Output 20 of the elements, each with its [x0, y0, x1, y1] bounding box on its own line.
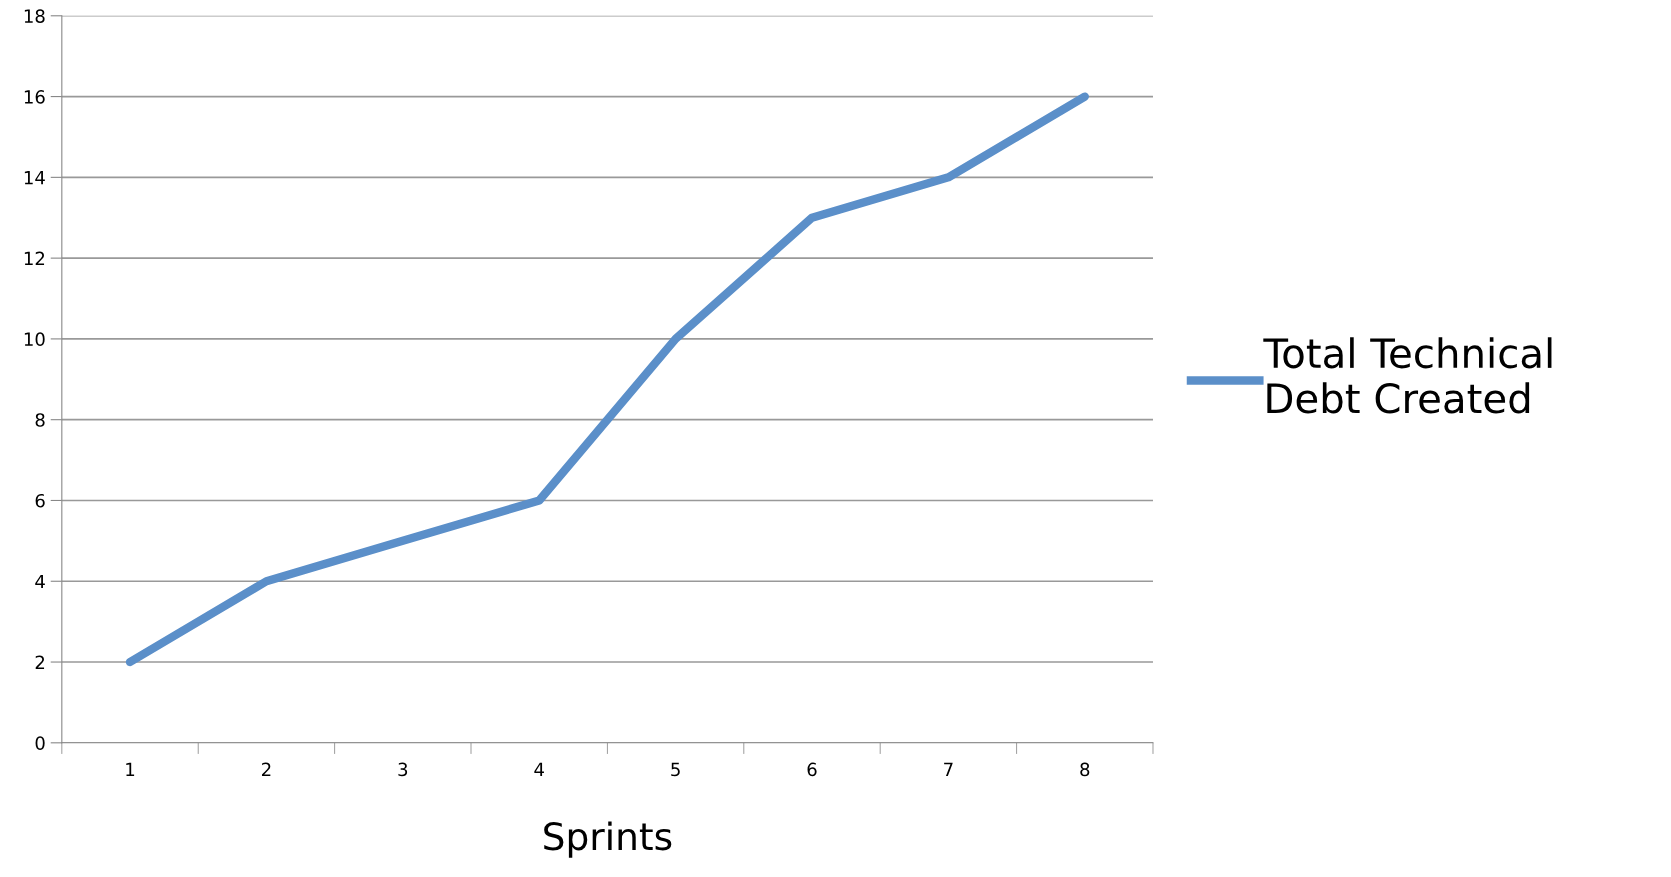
x-tick-label: 4: [534, 762, 544, 776]
x-tick-label: 2: [262, 762, 271, 776]
y-tick-label: 18: [24, 9, 45, 23]
x-axis-title: Sprints: [544, 821, 672, 858]
y-tick-label: 4: [35, 574, 45, 589]
x-tick-label: 3: [398, 762, 408, 777]
y-tick-label: 6: [35, 493, 45, 508]
legend-label: Total Technical Debt Created: [1263, 337, 1552, 414]
y-tick-label: 8: [35, 413, 45, 427]
x-tick-label: 1: [126, 762, 135, 776]
y-tick-label: 0: [35, 736, 45, 750]
y-tick-label: 14: [24, 171, 45, 185]
x-tick-label: 8: [1080, 762, 1090, 777]
y-tick-label: 12: [24, 251, 45, 265]
x-tick-label: 6: [807, 762, 817, 777]
x-tick-label: 5: [671, 762, 680, 777]
x-tick-label: 7: [944, 762, 953, 776]
y-tick-label: 16: [24, 90, 45, 104]
y-tick-label: 10: [24, 332, 45, 347]
y-tick-label: 2: [35, 655, 45, 669]
